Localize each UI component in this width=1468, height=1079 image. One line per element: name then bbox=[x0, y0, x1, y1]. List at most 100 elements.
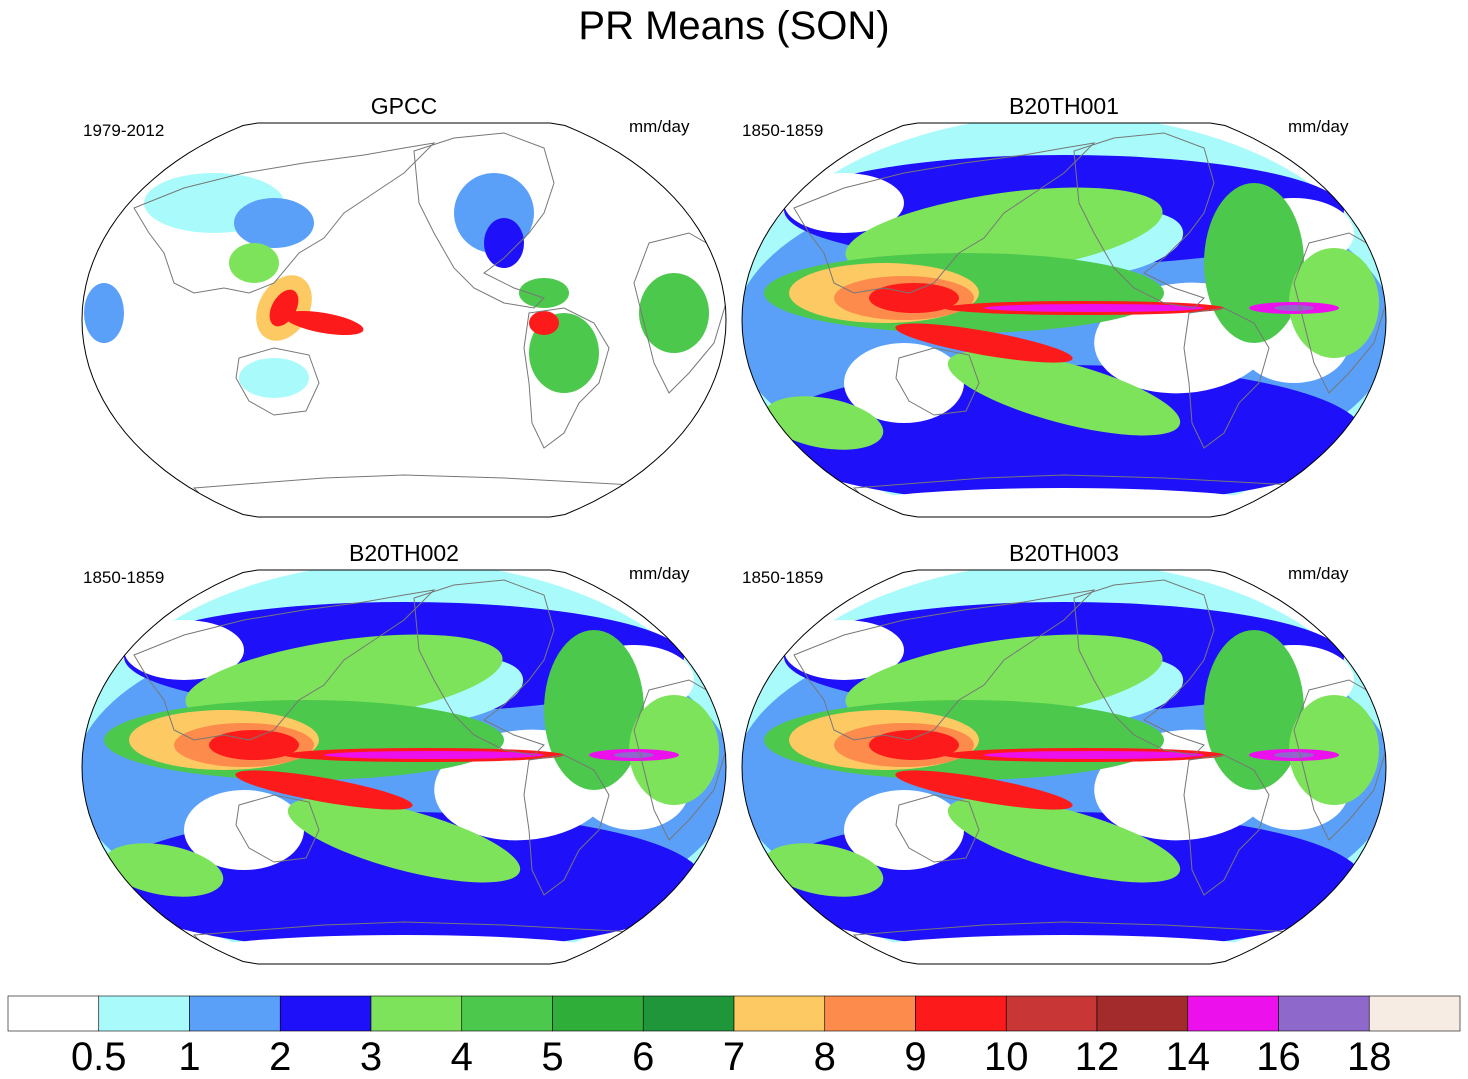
precip-map bbox=[81, 569, 727, 965]
precip-region bbox=[84, 283, 124, 343]
precip-region bbox=[869, 730, 959, 760]
colorbar-swatch bbox=[7, 995, 100, 1032]
map-fill-layer bbox=[82, 123, 726, 517]
colorbar-label: 2 bbox=[269, 1035, 291, 1079]
eurasia-landmass bbox=[133, 142, 436, 294]
colorbar-label: 7 bbox=[723, 1035, 745, 1079]
north-america-landmass bbox=[413, 132, 555, 309]
panel-period: 1850-1859 bbox=[742, 121, 824, 140]
precip-region bbox=[869, 283, 959, 313]
precip-region bbox=[82, 183, 124, 223]
colorbar-label: 18 bbox=[1347, 1035, 1392, 1079]
precip-region bbox=[1274, 305, 1314, 311]
north-america-landmass bbox=[1073, 132, 1215, 309]
colorbar-label: 5 bbox=[541, 1035, 563, 1079]
colorbar-label: 16 bbox=[1256, 1035, 1301, 1079]
precip-region bbox=[1204, 183, 1304, 343]
antarctica-landmass bbox=[192, 921, 636, 964]
australia-landmass bbox=[895, 794, 980, 863]
australia-landmass bbox=[895, 347, 980, 416]
colorbar-swatch bbox=[1278, 995, 1370, 1032]
panel-period: 1850-1859 bbox=[742, 568, 824, 587]
map-frame bbox=[81, 122, 727, 518]
precip-region bbox=[1289, 695, 1379, 805]
antarctica-landmass bbox=[192, 474, 636, 517]
precip-region bbox=[629, 695, 719, 805]
precip-region bbox=[239, 358, 309, 398]
south-america-landmass bbox=[523, 307, 610, 449]
precip-region bbox=[947, 350, 1181, 436]
colorbar-label: 10 bbox=[984, 1035, 1029, 1079]
precip-map bbox=[741, 569, 1387, 965]
precip-region bbox=[984, 751, 1204, 759]
panel-units: mm/day bbox=[1288, 564, 1349, 583]
precip-region bbox=[209, 730, 299, 760]
precip-region bbox=[784, 620, 904, 680]
precip-region bbox=[764, 396, 884, 450]
precip-region bbox=[895, 770, 1073, 810]
precip-region bbox=[287, 797, 521, 883]
map-fill-layer bbox=[742, 570, 1386, 964]
colorbar-label: 9 bbox=[904, 1035, 926, 1079]
precip-region bbox=[844, 790, 964, 870]
precip-region bbox=[234, 198, 314, 248]
figure-title: PR Means (SON) bbox=[578, 4, 890, 48]
north-america-landmass bbox=[413, 579, 555, 756]
precip-region bbox=[544, 630, 644, 790]
australia-landmass bbox=[235, 347, 320, 416]
colorbar-swatch bbox=[189, 995, 281, 1032]
colorbar-swatch bbox=[915, 995, 1007, 1032]
australia-landmass bbox=[235, 794, 320, 863]
precip-region bbox=[984, 304, 1204, 312]
precip-region bbox=[235, 770, 413, 810]
panel-title: B20TH003 bbox=[1009, 540, 1119, 566]
colorbar-swatch bbox=[98, 995, 190, 1032]
colorbar-swatch bbox=[733, 995, 826, 1032]
precip-region bbox=[844, 935, 1284, 964]
panel-title: B20TH001 bbox=[1009, 93, 1119, 119]
precip-region bbox=[614, 752, 654, 758]
panel-gpcc: GPCC 1979-2012 mm/day bbox=[74, 93, 734, 533]
colorbar-label: 14 bbox=[1166, 1035, 1211, 1079]
panel-units: mm/day bbox=[629, 117, 690, 136]
precip-region bbox=[529, 311, 559, 335]
precip-region bbox=[1204, 630, 1304, 790]
eurasia-landmass bbox=[133, 589, 436, 741]
map-fill-layer bbox=[742, 123, 1386, 517]
colorbar-swatch bbox=[1187, 995, 1279, 1032]
south-america-landmass bbox=[1183, 754, 1270, 896]
colorbar-label: 8 bbox=[814, 1035, 836, 1079]
precip-region bbox=[184, 935, 624, 964]
colorbar-label: 1 bbox=[178, 1035, 200, 1079]
precip-region bbox=[764, 843, 884, 897]
precip-region bbox=[1289, 248, 1379, 358]
colorbar-label: 12 bbox=[1075, 1035, 1120, 1079]
colorbar-swatch bbox=[1368, 995, 1461, 1032]
precip-region bbox=[124, 620, 244, 680]
precip-region bbox=[947, 797, 1181, 883]
panel-b20th002: B20TH002 1850-1859 mm/day bbox=[74, 540, 734, 980]
antarctica-landmass bbox=[852, 921, 1296, 964]
map-fill-layer bbox=[82, 570, 726, 964]
map-frame bbox=[741, 122, 1387, 518]
panel-b20th003: B20TH003 1850-1859 mm/day bbox=[734, 540, 1394, 980]
panel-period: 1850-1859 bbox=[83, 568, 165, 587]
panel-units: mm/day bbox=[629, 564, 690, 583]
precip-region bbox=[484, 218, 524, 268]
colorbar-label: 3 bbox=[360, 1035, 382, 1079]
panel-title: GPCC bbox=[370, 93, 438, 119]
colorbar-swatch bbox=[1096, 995, 1189, 1032]
map-frame bbox=[741, 569, 1387, 965]
precip-region bbox=[895, 323, 1073, 363]
colorbar-swatch bbox=[824, 995, 916, 1032]
precip-region bbox=[104, 843, 224, 897]
colorbar-label: 4 bbox=[451, 1035, 473, 1079]
precip-region bbox=[324, 751, 544, 759]
eurasia-landmass bbox=[793, 589, 1096, 741]
colorbar-swatch bbox=[552, 995, 644, 1032]
precip-region bbox=[844, 488, 1284, 517]
colorbar-swatch bbox=[1005, 995, 1098, 1032]
south-america-landmass bbox=[523, 754, 610, 896]
precip-map bbox=[81, 122, 727, 518]
precip-region bbox=[844, 343, 964, 423]
